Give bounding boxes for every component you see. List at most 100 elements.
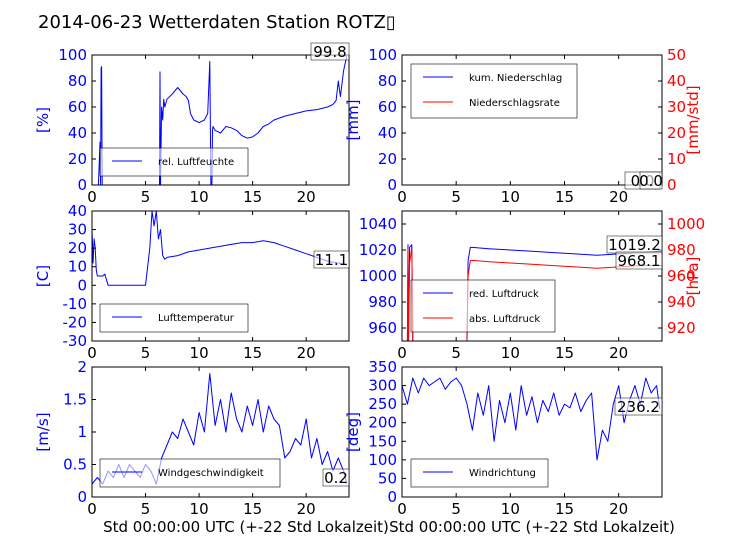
x-tick-label: 20 [609,188,628,206]
y-tick-label: 60 [378,98,397,116]
legend-label: rel. Luftfeuchte [158,157,234,168]
y-tick-label: -20 [63,313,88,331]
y-tick-label: 0 [387,176,397,194]
x-axis-label-right: Std 00:00:00 UTC (+-22 Std Lokalzeit) [389,518,675,536]
y2-axis-label-precipitation: [mm/std] [684,85,702,154]
y-tick-label: 60 [68,98,87,116]
plot-frame-precipitation [401,54,663,186]
y-tick-label: 980 [368,293,397,311]
y-tick-label: 20 [68,150,87,168]
x-tick-label: 5 [141,500,151,518]
legend-box-wind_direction [410,458,549,488]
y-tick-label: 350 [368,358,397,376]
y-tick-label: 1 [77,423,87,441]
x-tick-label: 15 [555,188,574,206]
value-annotation: 1019.2 [608,236,661,254]
value-annotation-box [310,42,350,61]
x-tick-label: 20 [297,500,316,518]
x-tick-label: 10 [190,188,209,206]
panel-wind_direction: 0 5 10 15 20050100150200250300350[deg]Windri… [344,358,663,518]
x-tick-label: 15 [555,344,574,362]
y-tick-label: 40 [68,202,87,220]
y2-tick-label: 0 [667,176,677,194]
x-tick-label: 10 [501,188,520,206]
value-annotation-box [322,468,350,487]
y-tick-label: 1.5 [63,391,87,409]
x-tick-label: 5 [451,500,461,518]
legend-label: kum. Niederschlag [469,73,562,84]
value-annotation: 236.2 [617,398,660,416]
x-tick-label: 0 [87,500,97,518]
legend-box-wind_speed [99,458,281,488]
x-tick-label: 20 [297,344,316,362]
y2-tick-label: 50 [667,46,686,64]
y-axis-label-wind_speed: [m/s] [34,412,52,451]
x-tick-label: 20 [297,188,316,206]
y-tick-label: 40 [68,124,87,142]
legend-box-precipitation [410,63,578,119]
x-tick-label: 10 [501,500,520,518]
y-tick-label: 0 [77,276,87,294]
panel-pressure: 0 5 10 15 20 960 980 1000 1020 1040 920 940 960 980 10… [359,210,705,362]
x-tick-label: 10 [501,344,520,362]
y2-tick-label: 1000 [667,215,705,233]
x-tick-label: 0 [397,344,407,362]
y-tick-label: 200 [368,414,397,432]
y-tick-label: 50 [378,469,397,487]
y-tick-label: 300 [368,377,397,395]
value-annotation-box [614,397,663,416]
panel-precipitation: 0 5 10 15 20 0 20 40 60 80 100 0 10 20 30 40 50 [mm] [mm/s… [344,46,702,206]
value-annotation-box [615,251,663,270]
y-tick-label: 250 [368,395,397,413]
legend-box-temperature [99,303,249,333]
value-annotation: 968.1 [618,252,661,270]
value-annotation-box [313,250,350,269]
y-tick-label: 960 [368,319,397,337]
y-tick-label: 0 [77,176,87,194]
panel-temperature: 0 5 10 15 20-30-20-10010203040[C]Lufttempera… [34,202,350,362]
legend-label: Windrichtung [469,468,536,479]
y2-tick-label: 920 [667,319,696,337]
y-tick-label: 1040 [359,215,397,233]
x-tick-label: 10 [190,344,209,362]
y-tick-label: 30 [68,221,87,239]
y-tick-label: 0.5 [63,456,87,474]
x-tick-label: 15 [243,344,262,362]
x-tick-label: 5 [141,344,151,362]
plot-frame-humidity [91,54,350,186]
legend-box-pressure [410,279,556,333]
y-tick-label: 100 [368,46,397,64]
x-axis-label-left: Std 00:00:00 UTC (+-22 Std Lokalzeit) [103,518,389,536]
x-tick-label: 0 [87,188,97,206]
x-tick-label: 15 [243,188,262,206]
y-tick-label: 150 [368,432,397,450]
plot-frame-temperature [91,210,350,342]
x-tick-label: 5 [451,344,461,362]
y-tick-label: 20 [68,239,87,257]
y-axis-label-precipitation: [mm] [344,100,362,141]
y2-tick-label: 980 [667,241,696,259]
y-tick-label: 80 [68,72,87,90]
series-line-wind_direction-0 [401,377,661,461]
legend-label: Niederschlagsrate [469,98,560,109]
y-tick-label: 10 [68,258,87,276]
y-axis-label-temperature: [C] [34,265,52,287]
value-annotation: 0.0 [639,172,663,190]
y-tick-label: -10 [63,295,88,313]
x-tick-label: 15 [243,500,262,518]
x-tick-label: 0 [397,500,407,518]
y-axis-label-wind_direction: [deg] [344,412,362,452]
y-tick-label: 40 [378,124,397,142]
x-tick-label: 20 [609,500,628,518]
series-line-temperature-0 [91,210,347,286]
value-annotation: 0.2 [324,469,348,487]
y2-tick-label: 40 [667,72,686,90]
legend-label: red. Luftdruck [469,289,539,300]
y2-axis-label-pressure: [hPa] [684,257,702,296]
y-axis-label-humidity: [%] [34,107,52,133]
x-tick-label: 5 [451,188,461,206]
value-annotation: 11.1 [315,251,348,269]
x-tick-label: 20 [609,344,628,362]
